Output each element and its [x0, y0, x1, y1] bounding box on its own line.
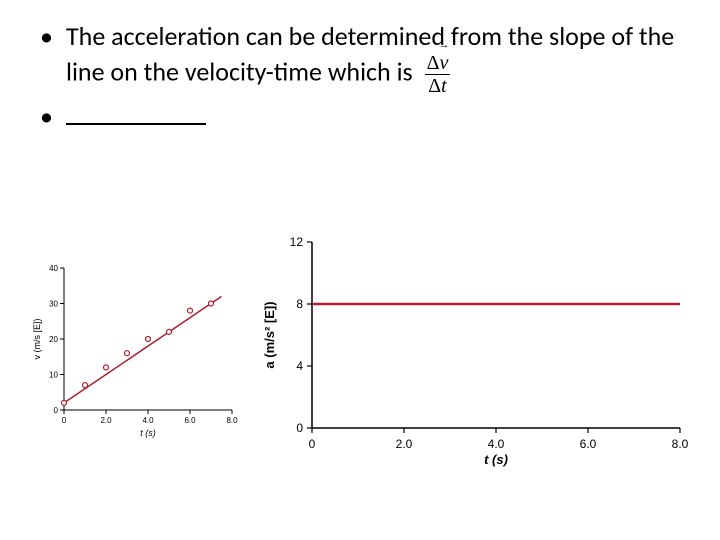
- svg-text:t (s): t (s): [484, 452, 508, 467]
- charts-area: 02.04.06.08.0010203040t (s)v (m/s [E]) 0…: [30, 230, 690, 490]
- svg-text:v (m/s [E]): v (m/s [E]): [32, 319, 42, 360]
- svg-text:6.0: 6.0: [184, 416, 196, 425]
- svg-text:8.0: 8.0: [672, 437, 689, 451]
- acceleration-time-chart: 0 2.0 4.0 6.0 8.0 0 4 8 12 t (s) a (m/s² [E]): [260, 230, 690, 470]
- slope-formula: Δv Δt: [425, 53, 451, 96]
- bullet-2: [40, 100, 690, 133]
- velocity-time-chart: 0 2.0 4.0 6.0 8.0 0 10 20 30 40 t (s) v (m/s [E]): [30, 260, 240, 440]
- bullet-1-text: The acceleration can be determined from …: [66, 20, 674, 87]
- svg-text:0: 0: [309, 437, 316, 451]
- slide: The acceleration can be determined from …: [0, 0, 720, 540]
- bullet-1: The acceleration can be determined from …: [40, 20, 690, 96]
- svg-text:40: 40: [49, 264, 58, 273]
- svg-text:a (m/s² [E]): a (m/s² [E]): [262, 301, 277, 368]
- svg-text:12: 12: [290, 235, 304, 249]
- svg-text:0: 0: [54, 406, 59, 415]
- svg-text:8: 8: [296, 297, 303, 311]
- at-chart-svg: 0 2.0 4.0 6.0 8.0 0 4 8 12 t (s) a (m/s² [E]): [260, 230, 690, 470]
- svg-text:4.0: 4.0: [142, 416, 154, 425]
- svg-text:2.0: 2.0: [396, 437, 413, 451]
- svg-text:0: 0: [296, 421, 303, 435]
- svg-text:10: 10: [49, 371, 58, 380]
- svg-text:0: 0: [62, 416, 67, 425]
- bullet-list: The acceleration can be determined from …: [30, 20, 690, 132]
- svg-text:4.0: 4.0: [488, 437, 505, 451]
- svg-text:8.0: 8.0: [226, 416, 238, 425]
- svg-text:20: 20: [49, 335, 58, 344]
- svg-text:t (s): t (s): [140, 428, 156, 438]
- blank-line: [66, 103, 206, 125]
- svg-text:2.0: 2.0: [100, 416, 112, 425]
- vt-chart-svg: 0 2.0 4.0 6.0 8.0 0 10 20 30 40 t (s) v (m/s [E]): [30, 260, 240, 440]
- svg-text:30: 30: [49, 300, 58, 309]
- svg-text:6.0: 6.0: [580, 437, 597, 451]
- svg-text:4: 4: [296, 359, 303, 373]
